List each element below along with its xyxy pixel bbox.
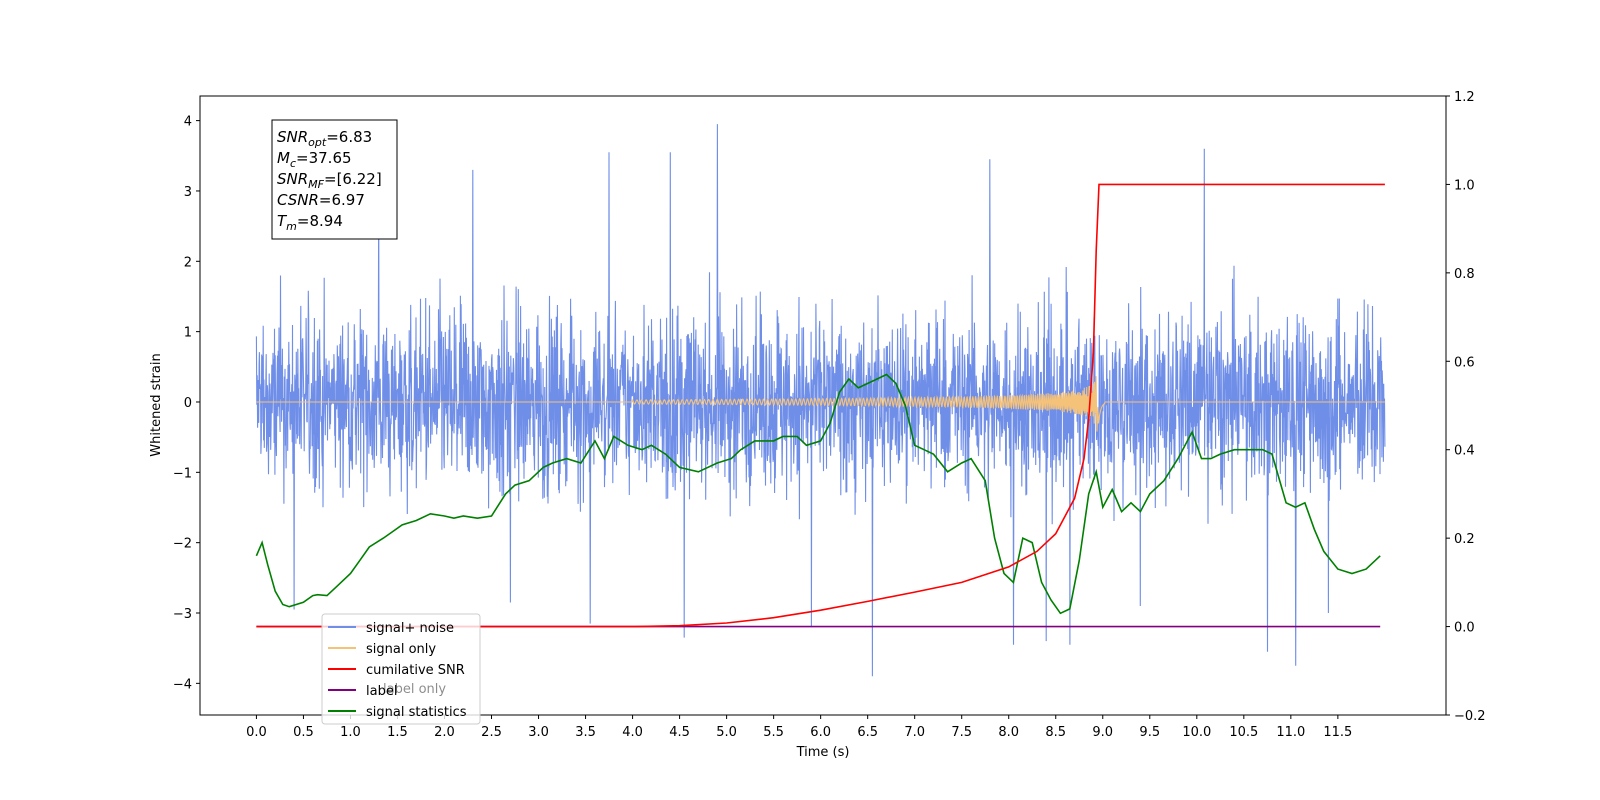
info-value: =6.83 — [326, 128, 372, 146]
series-signal-statistics — [255, 373, 1381, 615]
x-tick-label: 1.0 — [340, 725, 361, 740]
x-tick-label: 10.5 — [1229, 725, 1258, 740]
y-tick-label: 2 — [184, 255, 192, 270]
info-symbol: SNR — [277, 170, 308, 188]
y2-tick-label: 1.0 — [1454, 178, 1475, 193]
info-line: Mc=37.65 — [277, 149, 352, 170]
series-signal-noise — [255, 124, 1386, 677]
info-subscript: opt — [308, 136, 327, 149]
x-tick-label: 5.0 — [716, 725, 737, 740]
y2-tick-label: −0.2 — [1454, 709, 1486, 724]
legend-label: cumilative SNR — [366, 663, 465, 678]
x-tick-label: 0.0 — [246, 725, 267, 740]
y-tick-label: −3 — [173, 607, 192, 622]
info-box: SNRopt=6.83Mc=37.65SNRMF=[6.22]CSNR=6.97… — [271, 119, 398, 240]
legend-hidden-text: label only — [383, 682, 446, 697]
y-tick-label: −1 — [173, 466, 192, 481]
legend-label: signal+ noise — [366, 621, 454, 636]
legend-label: signal only — [366, 642, 436, 657]
y-tick-label: 1 — [184, 326, 192, 341]
info-subscript: c — [290, 157, 296, 170]
x-tick-label: 6.5 — [857, 725, 878, 740]
y-tick-label: 3 — [184, 185, 192, 200]
info-value: =8.94 — [297, 212, 343, 230]
x-tick-label: 4.0 — [622, 725, 643, 740]
legend-label: signal statistics — [366, 705, 467, 720]
info-symbol: M — [277, 149, 290, 167]
x-axis-label: Time (s) — [796, 745, 850, 760]
info-value: =37.65 — [296, 149, 352, 167]
x-tick-label: 11.5 — [1323, 725, 1352, 740]
x-tick-label: 3.5 — [575, 725, 596, 740]
info-line: SNRMF=[6.22] — [277, 170, 382, 191]
y-tick-label: 0 — [184, 396, 192, 411]
axes-frame — [199, 95, 1447, 716]
info-line: Tm=8.94 — [277, 212, 343, 233]
info-symbol: CSNR — [277, 191, 319, 209]
x-tick-label: 8.0 — [998, 725, 1019, 740]
info-value: =6.97 — [319, 191, 365, 209]
x-tick-label: 8.5 — [1045, 725, 1066, 740]
x-tick-label: 7.5 — [951, 725, 972, 740]
y-tick-label: −4 — [173, 677, 192, 692]
y2-tick-label: 0.4 — [1454, 444, 1475, 459]
x-tick-label: 11.0 — [1276, 725, 1305, 740]
y2-tick-label: 0.0 — [1454, 621, 1475, 636]
info-line: CSNR=6.97 — [277, 191, 365, 209]
x-tick-label: 2.5 — [481, 725, 502, 740]
y-axis-label: Whitened strain — [149, 353, 164, 456]
legend-label: label — [366, 684, 397, 699]
series-cumulative-snr — [256, 183, 1385, 628]
y2-tick-label: 0.8 — [1454, 267, 1475, 282]
info-line: SNRopt=6.83 — [277, 128, 372, 149]
x-tick-label: 10.0 — [1182, 725, 1211, 740]
y-tick-label: −2 — [173, 537, 192, 552]
x-tick-label: 5.5 — [763, 725, 784, 740]
x-tick-label: 1.5 — [387, 725, 408, 740]
x-tick-label: 9.5 — [1139, 725, 1160, 740]
info-subscript: m — [286, 220, 297, 233]
info-subscript: MF — [308, 178, 324, 191]
info-box-frame — [271, 119, 398, 240]
y2-tick-label: 0.6 — [1454, 355, 1475, 370]
x-tick-label: 2.0 — [434, 725, 455, 740]
y2-tick-label: 0.2 — [1454, 532, 1475, 547]
series-signal-only — [256, 376, 1385, 432]
x-tick-label: 9.0 — [1092, 725, 1113, 740]
x-tick-label: 7.0 — [904, 725, 925, 740]
legend: label only signal+ noise signal only cumila… — [321, 613, 481, 725]
x-tick-label: 0.5 — [293, 725, 314, 740]
info-symbol: SNR — [277, 128, 308, 146]
axes: 0.0 0.5 1.0 1.5 2.0 2.5 3.0 3.5 4.0 4.5 5.0 5.5 6.0 6… — [173, 90, 1486, 740]
x-tick-label: 4.5 — [669, 725, 690, 740]
info-value: =[6.22] — [324, 170, 382, 188]
info-symbol: T — [277, 212, 288, 230]
legend-frame — [321, 613, 481, 725]
y-tick-label: 4 — [184, 115, 192, 130]
x-tick-label: 3.0 — [528, 725, 549, 740]
y2-tick-label: 1.2 — [1454, 90, 1475, 105]
x-tick-label: 6.0 — [810, 725, 831, 740]
